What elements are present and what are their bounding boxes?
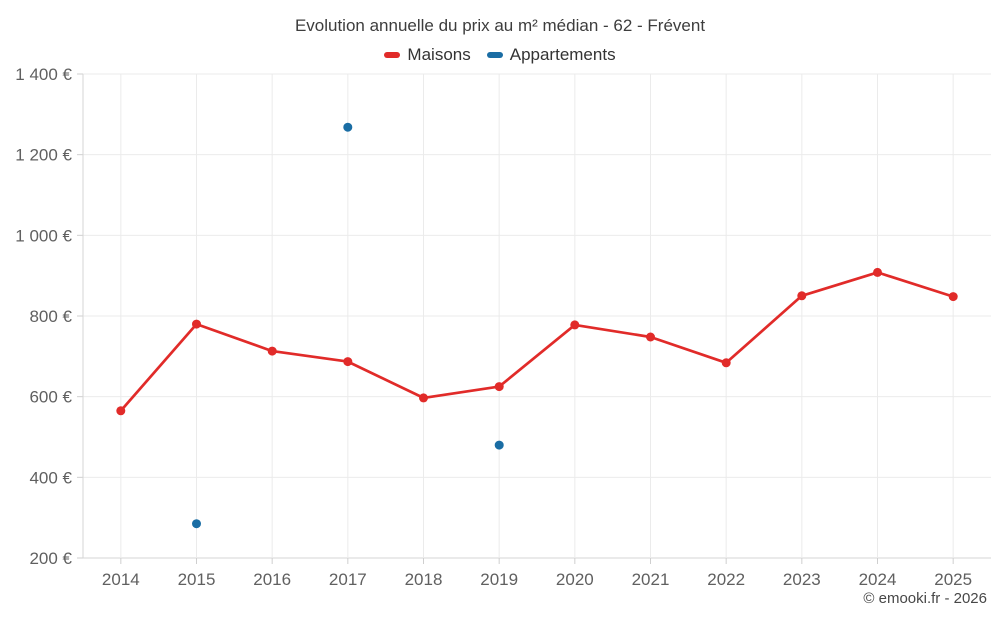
chart-title: Evolution annuelle du prix au m² médian … [294,16,706,35]
data-point-maisons-2018[interactable] [419,393,428,403]
data-point-maisons-2014[interactable] [116,406,126,416]
x-tick-label: 2016 [253,570,291,589]
y-tick-label: 1 000 € [15,226,72,245]
x-tick-label: 2017 [329,570,367,589]
y-tick-label: 600 € [29,388,72,407]
x-tick-label: 2019 [480,570,518,589]
data-point-maisons-2015[interactable] [192,319,201,329]
legend-item-appartements[interactable]: Appartements [486,45,616,65]
data-point-maisons-2017[interactable] [343,357,353,367]
data-point-maisons-2020[interactable] [570,320,580,330]
y-tick-label: 400 € [29,468,72,487]
x-tick-label: 2014 [102,570,140,589]
attribution: © emooki.fr - 2026 [863,590,987,607]
data-point-appartements-2017[interactable] [343,122,353,132]
x-tick-label: 2018 [405,570,443,589]
x-tick-label: 2023 [783,570,821,589]
x-tick-label: 2024 [859,570,897,589]
legend-label-maisons: Maisons [407,45,471,64]
y-tick-label: 1 400 € [15,65,72,84]
data-point-maisons-2016[interactable] [267,346,277,356]
data-point-maisons-2022[interactable] [721,358,731,368]
series-line-maisons [119,271,955,413]
data-point-maisons-2025[interactable] [948,292,958,302]
x-tick-label: 2015 [178,570,216,589]
data-point-maisons-2021[interactable] [646,332,655,342]
y-tick-label: 200 € [29,549,72,568]
x-tick-label: 2020 [556,570,594,589]
appartements-series-swatch-icon [486,52,503,58]
y-tick-label: 1 200 € [15,146,72,165]
data-point-appartements-2019[interactable] [494,440,504,450]
legend: Maisons Appartements [0,45,1000,65]
x-tick-label: 2025 [934,570,972,589]
y-tick-label: 800 € [29,307,72,326]
maisons-series-swatch-icon [384,52,401,58]
x-tick-label: 2022 [707,570,745,589]
data-point-maisons-2024[interactable] [873,267,882,277]
legend-label-appartements: Appartements [509,45,616,64]
data-point-maisons-2023[interactable] [797,291,807,301]
data-point-appartements-2015[interactable] [192,519,201,529]
x-tick-label: 2021 [632,570,670,589]
data-point-maisons-2019[interactable] [494,382,504,392]
legend-item-maisons[interactable]: Maisons [384,45,471,65]
